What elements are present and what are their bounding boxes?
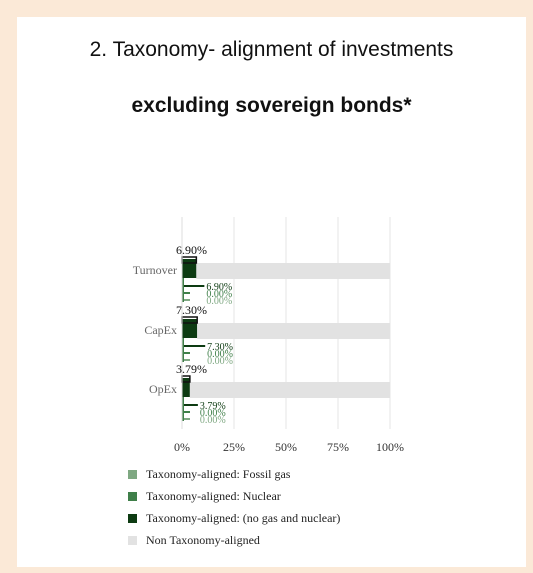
x-tick-label: 50% (275, 440, 297, 454)
chart-card: 2. Taxonomy- alignment of investments ex… (17, 17, 526, 567)
breakdown-data-label: 0.00% (206, 296, 232, 307)
chart-subtitle: excluding sovereign bonds* (131, 94, 412, 117)
chart-legend: Taxonomy-aligned: Fossil gas Taxonomy-ali… (128, 463, 340, 551)
legend-label: Non Taxonomy-aligned (146, 532, 260, 547)
legend-swatch (128, 469, 137, 479)
breakdown-data-label: 0.00% (200, 408, 226, 419)
bar-segment (182, 259, 197, 278)
legend-label: Taxonomy-aligned: (no gas and nuclear) (146, 510, 341, 525)
category-label: CapEx (144, 323, 177, 337)
bar-segment (189, 382, 390, 398)
breakdown-data-label: 0.00% (200, 415, 226, 426)
x-tick-label: 75% (327, 440, 349, 454)
breakdown-data-label: 3.79% (200, 401, 226, 412)
total-data-label: 6.90% (176, 243, 207, 257)
breakdown-data-label: 7.30% (207, 342, 233, 353)
legend-item: Taxonomy-aligned: Nuclear (128, 485, 340, 507)
category-label: OpEx (149, 382, 177, 396)
bar-segment (196, 263, 390, 279)
legend-item: Taxonomy-aligned: (no gas and nuclear) (128, 507, 340, 529)
x-tick-label: 100% (376, 440, 404, 454)
breakdown-data-label: 0.00% (207, 349, 233, 360)
bar-segment (182, 319, 198, 338)
x-tick-label: 0% (174, 440, 190, 454)
legend-swatch (128, 491, 137, 501)
bar-segment (182, 378, 190, 397)
chart-title: 2. Taxonomy- alignment of investments (89, 38, 454, 61)
legend-label: Taxonomy-aligned: Fossil gas (146, 466, 291, 481)
legend-label: Taxonomy-aligned: Nuclear (146, 488, 281, 503)
legend-swatch (128, 535, 137, 545)
legend-item: Taxonomy-aligned: Fossil gas (128, 463, 340, 485)
category-label: Turnover (133, 263, 177, 277)
x-tick-label: 25% (223, 440, 245, 454)
breakdown-data-label: 6.90% (206, 282, 232, 293)
legend-item: Non Taxonomy-aligned (128, 529, 340, 551)
legend-swatch (128, 513, 137, 523)
breakdown-data-label: 0.00% (207, 356, 233, 367)
breakdown-data-label: 0.00% (206, 289, 232, 300)
total-data-label: 3.79% (176, 362, 207, 376)
taxonomy-bar-chart: 0% 25% 50% 75% 100%Turnover6.90%6.90%0.00%0.… (133, 217, 404, 454)
total-data-label: 7.30% (176, 303, 207, 317)
bar-segment (197, 323, 390, 339)
